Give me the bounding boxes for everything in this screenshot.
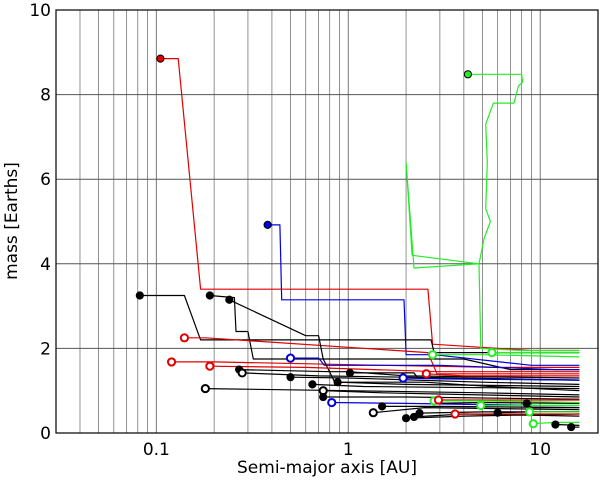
y-tick-label: 2: [40, 339, 51, 359]
y-tick-label: 8: [40, 86, 51, 106]
track-line-black: [205, 388, 580, 396]
planet-marker-open-black: [237, 368, 247, 378]
markers: [135, 54, 576, 432]
planet-marker-black: [345, 368, 355, 378]
track-line-blue: [290, 357, 580, 371]
y-tick-label: 10: [29, 1, 51, 21]
x-tick-label: 0.1: [143, 440, 170, 460]
y-tick-label: 0: [40, 424, 51, 444]
track-line-black: [337, 381, 580, 388]
planet-marker-open-black: [200, 383, 210, 394]
planet-marker-black: [333, 378, 342, 387]
planet-marker-open-blue: [285, 353, 296, 363]
planet-marker-open-green: [528, 419, 538, 429]
planet-marker-open-red: [166, 357, 177, 367]
track-line-red: [184, 337, 580, 375]
track-line-green: [434, 400, 580, 404]
planet-marker-open-red: [205, 361, 215, 371]
planet-marker-open-blue: [398, 373, 408, 383]
track-line-black: [312, 383, 580, 390]
planet-marker-black: [522, 399, 531, 408]
track-line-blue: [267, 224, 580, 366]
x-tick-label: 1: [343, 440, 354, 460]
planet-marker-green: [463, 70, 473, 79]
x-tick-label: 10: [529, 440, 551, 460]
planet-marker-open-red: [421, 369, 431, 379]
planet-marker-open-green: [428, 350, 438, 360]
planet-marker-open-blue: [327, 397, 337, 408]
planet-marker-red: [156, 54, 165, 63]
planet-marker-black: [377, 402, 387, 411]
track-line-black: [139, 294, 580, 354]
planet-marker-black: [286, 373, 295, 382]
planet-marker-open-red: [433, 395, 444, 405]
track-line-green: [405, 73, 580, 352]
track-line-green: [432, 354, 580, 358]
planet-marker-black: [205, 291, 214, 300]
planet-marker-black: [308, 380, 317, 389]
x-axis-label: Semi-major axis [AU]: [237, 458, 417, 478]
plot-frame: [55, 9, 599, 434]
planet-marker-open-green: [487, 348, 497, 358]
planet-marker-open-green: [476, 400, 486, 411]
track-line-red: [426, 373, 580, 377]
planet-marker-black: [567, 422, 576, 432]
track-line-blue: [403, 377, 580, 381]
track-line-red: [209, 365, 580, 373]
planet-marker-black: [225, 295, 234, 304]
track-line-black: [290, 376, 580, 385]
x-tick-labels: 0.1 1 10: [143, 440, 551, 460]
y-tick-label: 4: [40, 255, 51, 275]
y-axis-label: mass [Earths]: [2, 162, 22, 280]
planet-marker-black: [415, 409, 424, 418]
planet-marker-black: [135, 291, 144, 300]
planet-marker-open-black: [368, 408, 378, 418]
planet-marker-black: [409, 412, 419, 422]
track-line-black: [406, 413, 580, 419]
planet-marker-open-green: [524, 407, 535, 417]
y-tick-label: 6: [40, 170, 51, 190]
planet-marker-black: [493, 408, 502, 417]
y-tick-labels: 0 2 4 6 8 10: [29, 1, 51, 444]
planet-marker-open-red: [179, 333, 190, 343]
planet-marker-black: [319, 392, 328, 402]
planet-marker-black: [551, 420, 560, 429]
planet-marker-blue: [263, 220, 272, 229]
planet-marker-black: [401, 414, 411, 423]
track-line-black: [323, 396, 580, 400]
planet-marker-open-red: [450, 409, 460, 419]
track-line-black: [324, 390, 580, 398]
tracks: [139, 57, 580, 428]
